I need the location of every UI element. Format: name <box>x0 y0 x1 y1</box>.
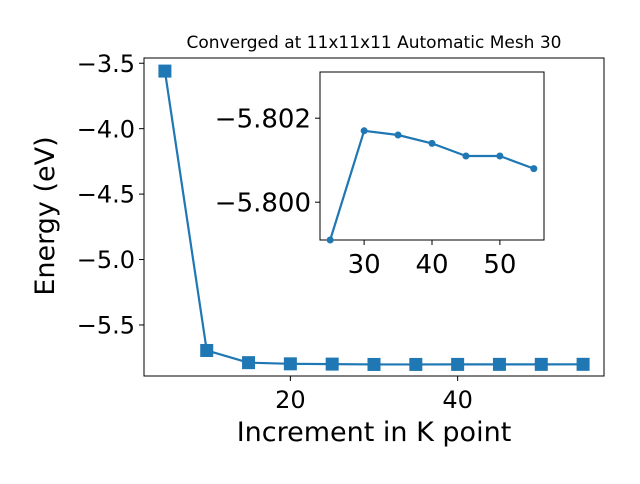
inset-plot: 30 40 50 −5.802 −5.800 <box>215 71 545 280</box>
inset-y-tick-label: −5.802 <box>215 105 311 135</box>
inset-data-point <box>360 127 368 135</box>
chart-title: Converged at 11x11x11 Automatic Mesh 30 <box>187 33 562 53</box>
main-data-point <box>283 357 297 371</box>
main-data-point <box>534 357 548 371</box>
inset-data-point <box>326 236 334 244</box>
main-data-point <box>158 64 172 78</box>
inset-data-point <box>496 152 504 160</box>
inset-data-point <box>462 152 470 160</box>
main-data-point <box>576 357 590 371</box>
inset-x-tick-label: 50 <box>483 250 516 280</box>
main-data-point <box>409 357 423 371</box>
main-x-tick-label: 40 <box>442 386 473 414</box>
main-data-point <box>451 357 465 371</box>
x-axis-label: Increment in K point <box>237 417 512 448</box>
inset-plot-frame <box>319 71 545 241</box>
main-y-tick-label: −4.5 <box>77 181 135 209</box>
main-data-point <box>242 356 256 370</box>
inset-data-point <box>394 131 402 139</box>
main-data-point <box>492 357 506 371</box>
inset-x-tick-label: 40 <box>415 250 448 280</box>
main-data-point <box>367 357 381 371</box>
inset-x-tick-label: 30 <box>348 250 381 280</box>
main-y-tick-label: −3.5 <box>77 50 135 78</box>
main-data-point <box>325 357 339 371</box>
inset-data-point <box>530 165 538 173</box>
main-y-tick-label: −5.5 <box>77 312 135 340</box>
y-axis-label: Energy (eV) <box>30 136 61 295</box>
inset-y-tick-label: −5.800 <box>215 189 311 219</box>
main-y-tick-label: −4.0 <box>77 115 135 143</box>
main-y-tick-label: −5.0 <box>77 246 135 274</box>
inset-data-point <box>428 139 436 147</box>
main-x-tick-label: 20 <box>275 386 306 414</box>
main-data-point <box>200 343 214 357</box>
